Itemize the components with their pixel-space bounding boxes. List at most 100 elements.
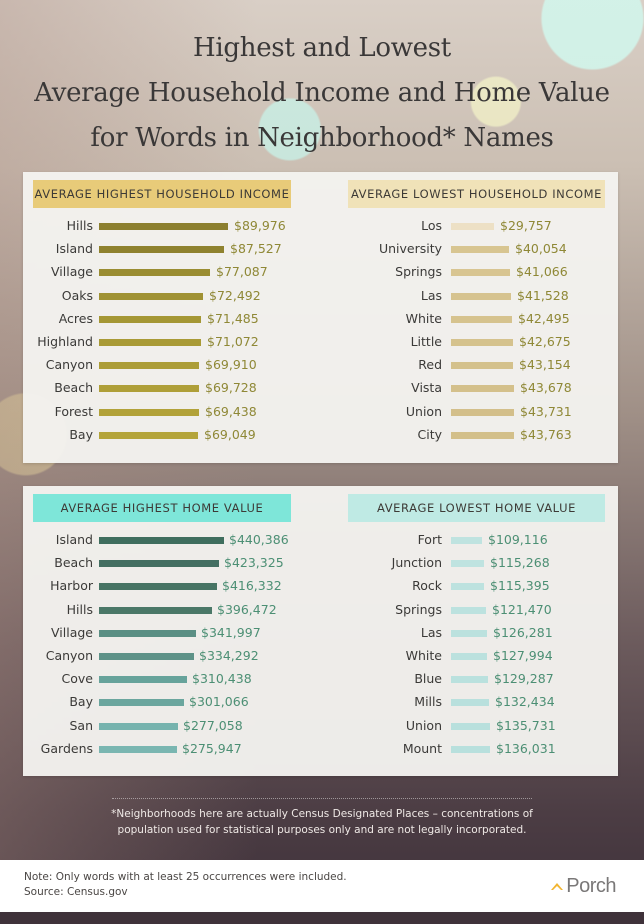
bar-row: Blue $129,287 xyxy=(321,672,619,695)
bar xyxy=(451,652,487,660)
bar xyxy=(451,315,512,323)
bar-row: Las $126,281 xyxy=(321,624,619,649)
bar-label: Union xyxy=(405,403,442,419)
chart-highest-income: AVERAGE HIGHEST HOUSEHOLD INCOME Hills $8… xyxy=(23,172,321,463)
bar-row: Springs $121,470 xyxy=(321,601,619,626)
bar xyxy=(99,292,203,300)
bar-label: Island xyxy=(55,532,93,547)
bar-value: $71,072 xyxy=(207,333,259,349)
bar-label: Village xyxy=(51,624,93,640)
divider xyxy=(112,798,532,799)
bar-value: $423,325 xyxy=(224,555,284,571)
bar xyxy=(451,699,489,707)
bar-row: Bay $69,049 xyxy=(23,426,321,451)
bar-label: Island xyxy=(55,241,93,257)
bar-label: Las xyxy=(420,624,442,640)
bar-row: Island $440,386 xyxy=(23,533,321,556)
bar-value: $396,472 xyxy=(217,601,277,617)
bar-row: Canyon $69,910 xyxy=(23,358,321,381)
bar-row: San $277,058 xyxy=(23,718,321,742)
bar xyxy=(99,583,217,591)
bar-value: $301,066 xyxy=(189,694,249,710)
bar xyxy=(99,537,224,544)
home-value-panel: AVERAGE HIGHEST HOME VALUE Island $440,38… xyxy=(23,486,618,776)
page-title: Highest and Lowest Average Household Inc… xyxy=(0,26,644,161)
bar-row: White $42,495 xyxy=(321,310,619,335)
bar xyxy=(451,606,486,614)
bar-label: San xyxy=(69,717,93,733)
bar-label: Fort xyxy=(417,532,442,547)
footnote: *Neighborhoods here are actually Census … xyxy=(0,806,644,838)
bar-label: Canyon xyxy=(45,647,93,663)
bar-row: Harbor $416,332 xyxy=(23,579,321,602)
bar xyxy=(99,269,210,277)
bar-row: Mount $136,031 xyxy=(321,741,619,765)
chart-header: AVERAGE LOWEST HOUSEHOLD INCOME xyxy=(348,180,605,208)
bar-label: Harbor xyxy=(50,578,93,594)
bar xyxy=(99,246,224,254)
bar-row: Forest $69,438 xyxy=(23,403,321,428)
bar-label: Union xyxy=(405,717,442,733)
bar-label: Los xyxy=(421,218,442,233)
bar-row: Cove $310,438 xyxy=(23,672,321,695)
bar-value: $69,049 xyxy=(204,426,256,442)
bar-row: Village $341,997 xyxy=(23,625,321,649)
bar-row: Hills $89,976 xyxy=(23,219,321,242)
bar-label: Forest xyxy=(54,403,93,419)
bar xyxy=(451,745,490,753)
bar-value: $69,728 xyxy=(205,380,257,396)
bar xyxy=(451,722,490,730)
bar-label: Bay xyxy=(69,694,93,710)
bar-row: Las $41,528 xyxy=(321,288,619,312)
footnote-line-1: *Neighborhoods here are actually Census … xyxy=(111,808,533,820)
bar-label: Rock xyxy=(412,578,442,594)
bar xyxy=(99,629,196,637)
bar xyxy=(451,362,513,370)
bar-label: Little xyxy=(410,333,442,349)
bar-value: $71,485 xyxy=(207,310,259,326)
bar-label: Springs xyxy=(395,601,442,617)
bar-row: White $127,994 xyxy=(321,647,619,672)
bar-label: Beach xyxy=(54,555,93,571)
bar xyxy=(99,408,199,416)
bar-row: Village $77,087 xyxy=(23,265,321,288)
bar-value: $69,438 xyxy=(205,403,257,419)
chart-header: AVERAGE HIGHEST HOME VALUE xyxy=(33,494,291,522)
bar-value: $121,470 xyxy=(492,601,552,617)
bar-row: Springs $41,066 xyxy=(321,265,619,288)
bar-value: $42,675 xyxy=(519,333,571,349)
bar-label: Red xyxy=(418,357,442,373)
bar-row: University $40,054 xyxy=(321,242,619,265)
bar-value: $29,757 xyxy=(500,218,552,233)
bar xyxy=(451,269,510,277)
bar xyxy=(451,223,494,230)
bar xyxy=(99,652,194,660)
chart-header: AVERAGE HIGHEST HOUSEHOLD INCOME xyxy=(33,180,291,208)
bar-value: $43,731 xyxy=(520,403,572,419)
chart-highest-home-value: AVERAGE HIGHEST HOME VALUE Island $440,38… xyxy=(23,486,321,776)
bar-row: City $43,763 xyxy=(321,427,619,451)
bar xyxy=(99,699,184,707)
bar-row: Fort $109,116 xyxy=(321,533,619,556)
bar-value: $89,976 xyxy=(234,218,286,233)
chart-header: AVERAGE LOWEST HOME VALUE xyxy=(348,494,605,522)
bar-value: $127,994 xyxy=(493,647,553,663)
bar xyxy=(99,338,201,346)
bar xyxy=(451,338,513,346)
bar-row: Beach $423,325 xyxy=(23,556,321,579)
bar xyxy=(99,745,177,753)
bar-row: Gardens $275,947 xyxy=(23,740,321,765)
bar-value: $126,281 xyxy=(493,624,553,640)
bar xyxy=(99,431,198,439)
bar xyxy=(451,676,488,684)
bar xyxy=(451,431,514,439)
bar-row: Rock $115,395 xyxy=(321,579,619,602)
bar-value: $87,527 xyxy=(230,241,282,257)
footer-bar: Note: Only words with at least 25 occurr… xyxy=(0,860,644,912)
bar-value: $42,495 xyxy=(518,310,570,326)
bar-row: Union $43,731 xyxy=(321,403,619,428)
bar-value: $72,492 xyxy=(209,287,261,303)
bar xyxy=(99,606,212,614)
bar-row: Junction $115,268 xyxy=(321,556,619,579)
bar-value: $275,947 xyxy=(182,740,242,756)
